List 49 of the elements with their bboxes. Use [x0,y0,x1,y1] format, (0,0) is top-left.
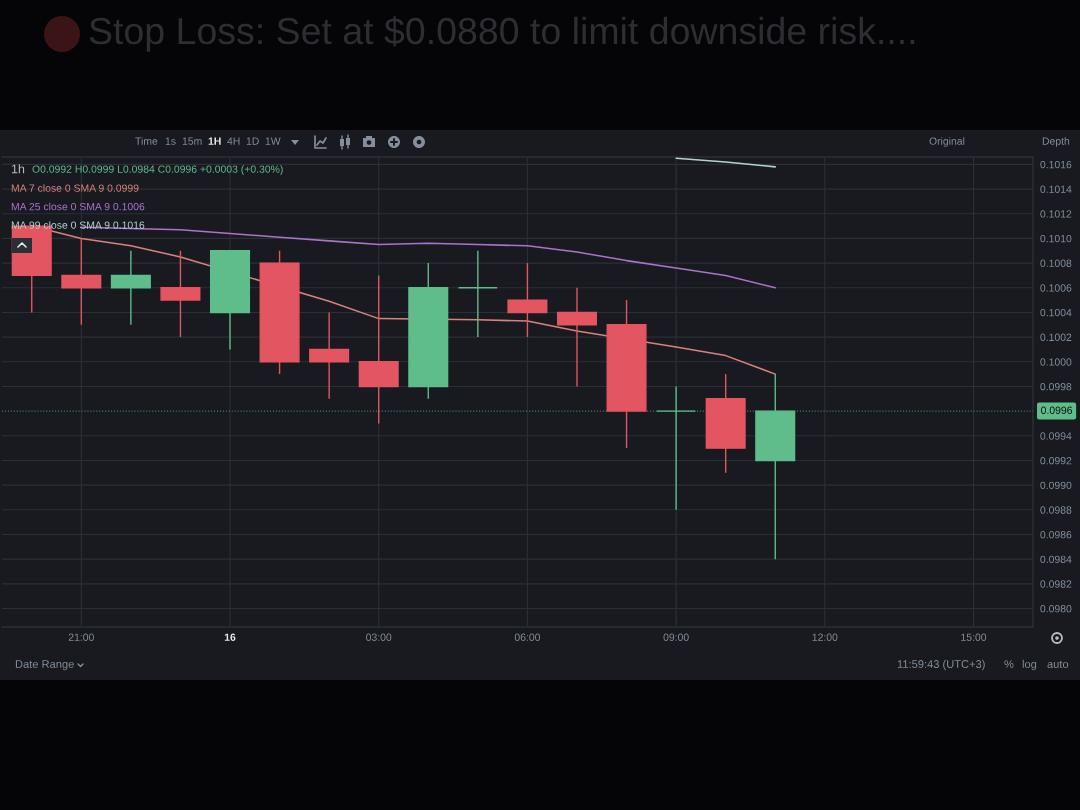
text: 1W [265,137,281,145]
text: 11:59:43 (UTC+3) [897,659,985,671]
candlestick [556,287,598,388]
y-tick-label: 0.0990 [1040,481,1072,490]
text: 1H [208,137,221,145]
chart-subtitle: 1h [11,164,25,174]
x-tick-label: 12:00 [812,633,838,641]
x-tick-label: 21:00 [68,633,94,641]
y-tick-label: 0.0980 [1040,605,1072,613]
y-tick-label: 0.1008 [1040,259,1072,267]
y-tick-label: 0.0982 [1040,580,1072,588]
y-tick-label: 0.0998 [1040,382,1072,391]
y-tick-label: 0.1006 [1040,284,1072,292]
text: 1D [246,137,259,145]
y-tick-label: 0.1010 [1040,234,1072,243]
y-tick-label: 0.0988 [1040,506,1072,514]
y-tick-label: 0.1004 [1040,308,1072,317]
text: % [1004,660,1014,668]
y-tick-label: 0.1000 [1040,358,1072,366]
annotation: O0.0992 H0.0999 L0.0984 C0.0996 +0.0003 (+0.30%) [32,165,283,175]
y-tick-label: 0.0984 [1040,555,1072,564]
text: Original [929,137,965,147]
y-tick-label: 0.0994 [1040,432,1072,440]
text: Date Range [15,660,74,671]
candlestick [457,250,498,338]
y-tick-label: 0.1012 [1040,210,1072,218]
ref-line-label: 0.0996 [1041,406,1073,414]
text: 1s [165,137,176,145]
text: 4H [227,137,240,145]
y-tick-label: 0.0986 [1040,530,1072,539]
x-tick-label: 09:00 [663,633,689,641]
y-tick-label: 0.0992 [1040,456,1072,465]
x-tick-label: 06:00 [514,633,541,641]
y-tick-label: 0.1016 [1040,160,1072,169]
text: auto [1047,660,1069,668]
y-tick-label: 0.1014 [1040,185,1072,193]
candlestick [309,311,350,400]
text: log [1022,659,1037,671]
candlestick [61,237,102,326]
x-tick-label: 16 [224,633,236,641]
y-tick-label: 0.1002 [1040,333,1072,341]
text: Time [135,137,158,145]
text: MA 7 close 0 SMA 9 0.0999 [11,184,139,192]
text: Depth [1042,137,1070,147]
x-tick-label: 03:00 [366,633,392,641]
x-tick-label: 15:00 [961,633,987,641]
series-label: MA 25 close 0 SMA 9 0.1006 [11,202,145,211]
text: 15m [182,137,202,145]
candlestick [656,385,697,511]
